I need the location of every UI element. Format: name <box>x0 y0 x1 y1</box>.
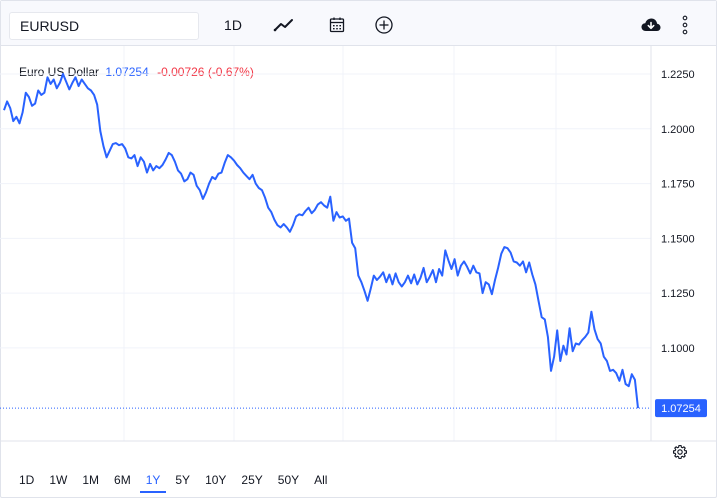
calendar-icon <box>329 17 345 33</box>
price-chart[interactable]: 1.22501.20001.17501.15001.12501.1000JulS… <box>0 46 716 442</box>
interval-button[interactable]: 1D <box>224 17 242 33</box>
legend-symbol-name: Euro US Dollar <box>19 65 100 79</box>
date-range-button[interactable] <box>322 10 352 40</box>
compare-button[interactable] <box>369 10 399 40</box>
more-options-button[interactable] <box>672 10 698 40</box>
last-price-tag-label: 1.07254 <box>661 403 701 415</box>
cloud-download-icon <box>641 18 661 31</box>
range-button-1y[interactable]: 1Y <box>139 467 167 493</box>
last-price-tag <box>655 399 707 418</box>
y-tick-label: 1.1000 <box>661 343 695 355</box>
legend-change: -0.00726 (-0.67%) <box>157 65 254 79</box>
y-tick-label: 1.1500 <box>661 233 695 245</box>
range-button-all[interactable]: All <box>314 473 328 487</box>
y-tick-label: 1.1250 <box>661 288 695 300</box>
chart-legend: Euro US Dollar 1.07254 -0.00726 (-0.67%) <box>19 65 254 79</box>
line-chart-icon <box>273 19 293 32</box>
range-button-1d[interactable]: 1D <box>19 473 35 487</box>
chart-type-button[interactable] <box>269 10 299 40</box>
legend-price: 1.07254 <box>105 65 149 79</box>
range-button-1m[interactable]: 1M <box>82 473 100 487</box>
range-selector: 1D 1W 1M 6M 1Y 5Y 10Y 25Y 50Y All <box>13 467 336 493</box>
range-button-10y[interactable]: 10Y <box>205 473 227 487</box>
range-button-25y[interactable]: 25Y <box>241 473 263 487</box>
range-button-6m[interactable]: 6M <box>114 473 131 487</box>
settings-button[interactable] <box>670 442 690 462</box>
y-tick-label: 1.1750 <box>661 179 695 191</box>
range-button-50y[interactable]: 50Y <box>277 473 300 487</box>
gear-icon <box>672 444 688 460</box>
range-button-1w[interactable]: 1W <box>49 473 68 487</box>
range-button-5y[interactable]: 5Y <box>175 473 191 487</box>
chart-toolbar: 1D <box>1 1 716 46</box>
plus-circle-icon <box>375 16 393 34</box>
y-tick-label: 1.2000 <box>661 124 695 136</box>
more-vertical-icon <box>682 15 688 35</box>
price-series-line <box>3 73 639 409</box>
symbol-input[interactable] <box>9 12 199 40</box>
download-button[interactable] <box>636 10 666 40</box>
y-tick-label: 1.2250 <box>661 69 695 81</box>
